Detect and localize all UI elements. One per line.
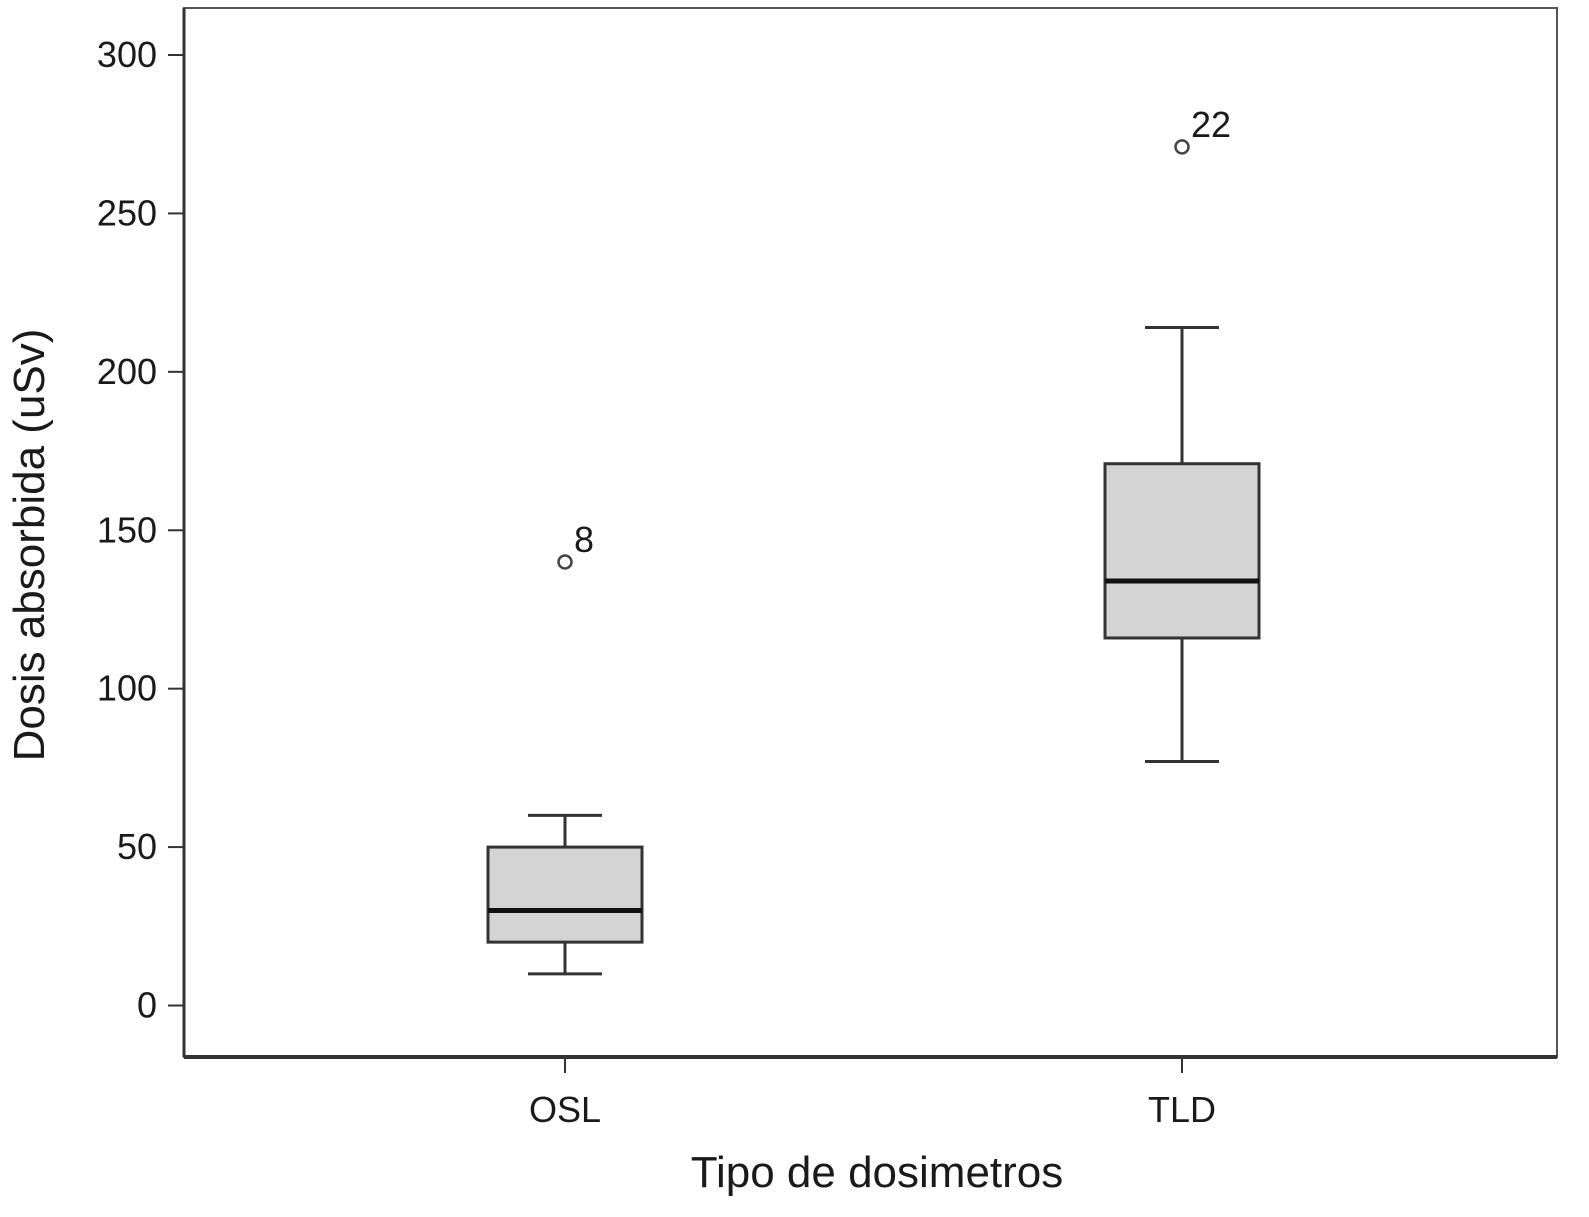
y-tick-label-300: 300 — [97, 34, 157, 75]
outlier-point-tld-22 — [1174, 139, 1190, 155]
x-axis-title: Tipo de dosimetros — [691, 1148, 1064, 1197]
y-tick-label-0: 0 — [137, 985, 157, 1026]
y-axis-title: Dosis absorbida (uSv) — [5, 329, 54, 762]
y-tick-label-250: 250 — [97, 192, 157, 233]
outlier-label-osl-8: 8 — [574, 519, 594, 560]
y-tick-label-150: 150 — [97, 509, 157, 550]
outlier-label-tld-22: 22 — [1191, 104, 1231, 145]
axes-layer: 0 50 100 150 200 250 300 OSL TLD — [97, 7, 1558, 1130]
box-group-osl: 8 — [486, 519, 644, 976]
y-tick-label-200: 200 — [97, 351, 157, 392]
outlier-point-osl-8 — [557, 554, 573, 570]
iqr-box-tld — [1103, 462, 1261, 640]
x-tick-label-tld: TLD — [1148, 1089, 1216, 1130]
plot-frame — [183, 7, 1558, 1058]
x-tick-label-osl: OSL — [529, 1089, 601, 1130]
y-tick-label-100: 100 — [97, 668, 157, 709]
box-group-tld: 22 — [1103, 104, 1261, 764]
y-tick-label-50: 50 — [117, 826, 157, 867]
boxes-layer: 8 22 — [486, 104, 1261, 976]
iqr-box-osl — [486, 845, 644, 944]
